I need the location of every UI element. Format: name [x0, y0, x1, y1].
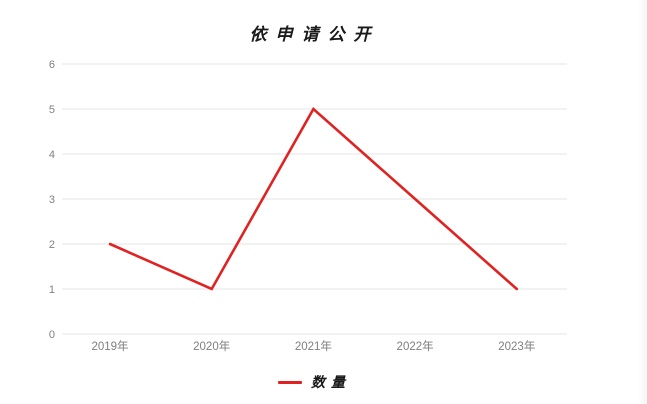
y-tick-label: 2: [49, 239, 55, 251]
y-tick-label: 0: [49, 329, 55, 341]
y-tick-label: 4: [49, 149, 55, 161]
y-tick-label: 5: [49, 104, 55, 116]
x-tick-label: 2021年: [295, 339, 332, 353]
chart-title: 依申请公开: [249, 25, 380, 45]
x-tick-label: 2019年: [91, 339, 128, 353]
legend-label: 数量: [311, 375, 351, 391]
x-tick-label: 2022年: [397, 339, 434, 353]
data-series-line: [108, 106, 519, 291]
legend: 数量: [62, 372, 567, 392]
legend-line-swatch: [278, 380, 302, 384]
x-tick-label: 2020年: [193, 339, 230, 353]
y-tick-label: 3: [49, 194, 55, 206]
y-tick-label: 6: [49, 59, 55, 71]
y-tick-label: 1: [49, 284, 55, 296]
x-tick-label: 2023年: [498, 339, 535, 353]
